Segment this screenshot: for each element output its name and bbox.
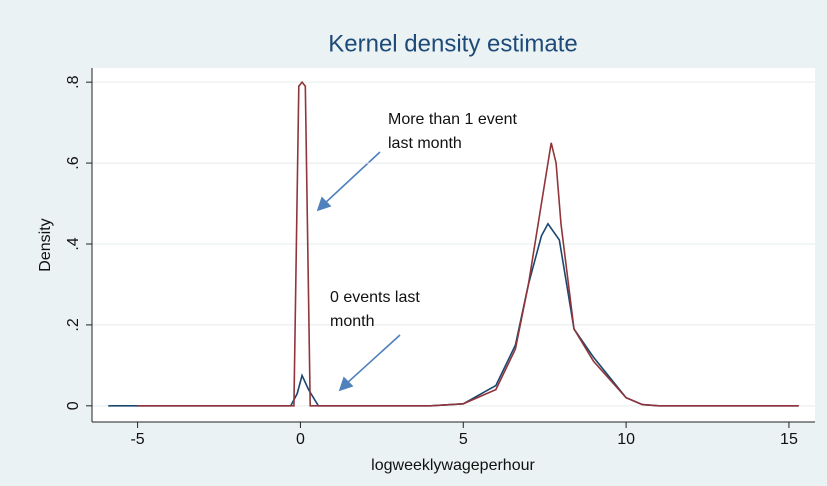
y-tick-label: .2 [65, 318, 82, 331]
arrow [345, 334, 401, 385]
x-axis-label: logweeklywageperhour [371, 457, 535, 474]
arrows [316, 151, 401, 392]
x-tick-label: 0 [296, 431, 305, 448]
annotation: More than 1 event [388, 111, 518, 128]
x-tick-label: -5 [130, 431, 144, 448]
arrow [323, 151, 381, 205]
y-tick-label: .4 [65, 237, 82, 250]
x-tick-label: 5 [459, 431, 468, 448]
annotation: last month [388, 135, 462, 152]
annotation: 0 events last [330, 289, 420, 306]
arrowhead [316, 196, 332, 212]
arrowhead [338, 376, 354, 392]
y-tick-label: 0 [65, 401, 82, 410]
y-axis-label: Density [37, 218, 54, 271]
y-tick-label: .8 [65, 75, 82, 88]
chart-title: Kernel density estimate [328, 30, 577, 57]
y-tick-label: .6 [65, 156, 82, 169]
plot-area [92, 68, 815, 422]
x-tick-label: 10 [617, 431, 635, 448]
density-line [137, 80, 799, 407]
annotation: month [330, 313, 374, 330]
x-tick-label: 15 [780, 431, 798, 448]
